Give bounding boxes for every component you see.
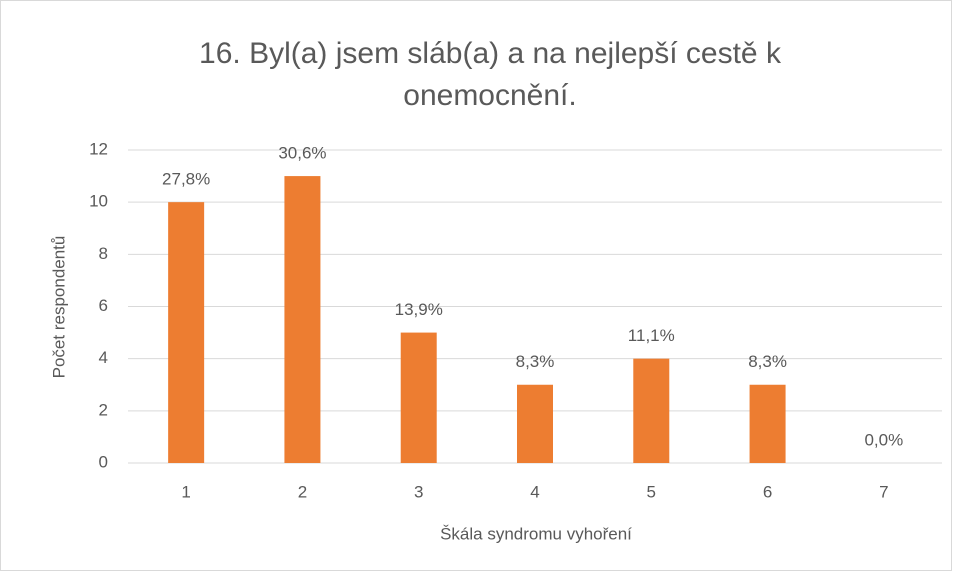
- data-label: 8,3%: [516, 352, 555, 371]
- data-label: 13,9%: [395, 300, 443, 319]
- bar: [168, 202, 205, 463]
- y-tick-label: 12: [89, 139, 108, 158]
- x-tick-label: 5: [647, 482, 656, 501]
- x-tick-label: 4: [530, 482, 539, 501]
- data-label: 0,0%: [864, 430, 903, 449]
- data-label: 30,6%: [278, 144, 326, 163]
- x-axis-label: Škála syndromu vyhoření: [440, 524, 632, 543]
- bar: [284, 176, 321, 464]
- bar: [400, 332, 437, 463]
- x-tick-label: 2: [298, 482, 307, 501]
- x-tick-label: 7: [879, 482, 888, 501]
- bar: [749, 384, 786, 463]
- x-tick-label: 3: [414, 482, 423, 501]
- y-tick-label: 2: [99, 400, 108, 419]
- y-axis-label: Počet respondentů: [49, 236, 68, 379]
- data-label: 27,8%: [162, 170, 210, 189]
- y-tick-label: 6: [99, 296, 108, 315]
- x-tick-label: 6: [763, 482, 772, 501]
- data-label: 11,1%: [628, 326, 675, 345]
- y-tick-label: 10: [89, 192, 108, 211]
- chart-title: 16. Byl(a) jsem sláb(a) a na nejlepší ce…: [199, 37, 781, 112]
- y-tick-label: 8: [99, 244, 108, 263]
- y-tick-label: 4: [99, 348, 108, 367]
- y-tick-label: 0: [99, 452, 108, 471]
- x-tick-label: 1: [181, 482, 190, 501]
- bar: [517, 384, 553, 463]
- data-label: 8,3%: [748, 352, 787, 371]
- bar: [633, 358, 670, 463]
